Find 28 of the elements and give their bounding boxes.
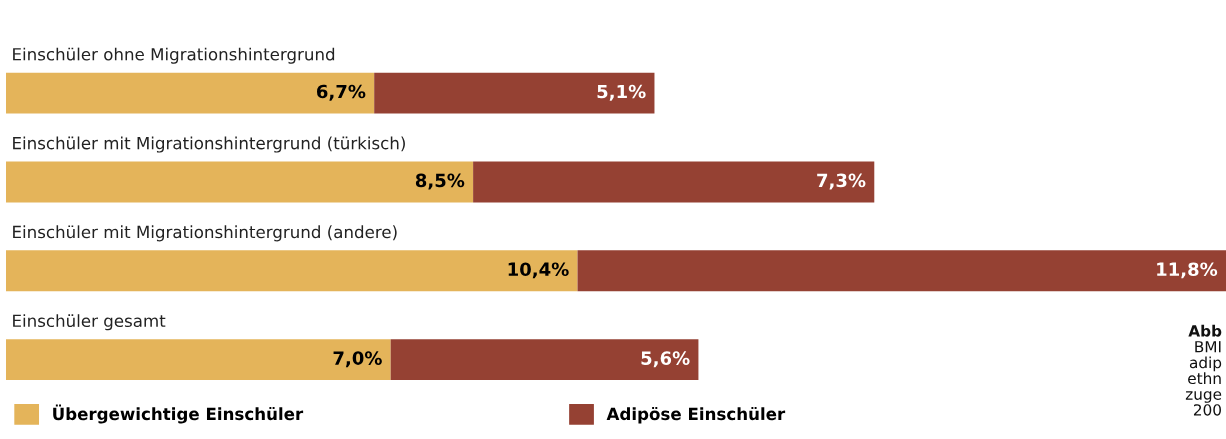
bar [374, 72, 655, 114]
data-label: 7,0% [333, 351, 382, 368]
bar [577, 250, 1226, 292]
y-tick-label: Einschüler gesamt [13, 314, 166, 331]
data-label: 5,6% [641, 351, 690, 368]
data-label: 5,1% [597, 84, 646, 101]
bar [6, 250, 578, 292]
data-label: 7,3% [817, 173, 866, 190]
annotation: BMI [1195, 341, 1221, 353]
annotation: Abb [1188, 324, 1222, 337]
bar [473, 161, 875, 203]
data-label: 8,5% [415, 173, 465, 190]
bar [6, 339, 391, 381]
bar [6, 161, 474, 203]
data-label: 6,7% [317, 84, 366, 101]
annotation: adip [1189, 356, 1222, 372]
y-tick-label: Einschüler mit Migrationshintergrund (türkisch) [13, 136, 405, 153]
text: 200 [1193, 404, 1221, 416]
y-tick-label: Einschüler mit Migrationshintergrund (andere) [13, 225, 397, 242]
bar [390, 339, 699, 381]
legend-label: Übergewichtige Einschüler [53, 404, 304, 424]
bar [6, 72, 375, 114]
data-label: 10,4% [508, 262, 569, 279]
y-tick-label: Einschüler ohne Migrationshintergrund [13, 47, 335, 64]
text: ethn [1188, 372, 1221, 385]
legend-label: Adipöse Einschüler [606, 407, 786, 424]
data-label: 11,8% [1157, 262, 1218, 279]
text: zuge [1185, 391, 1222, 403]
